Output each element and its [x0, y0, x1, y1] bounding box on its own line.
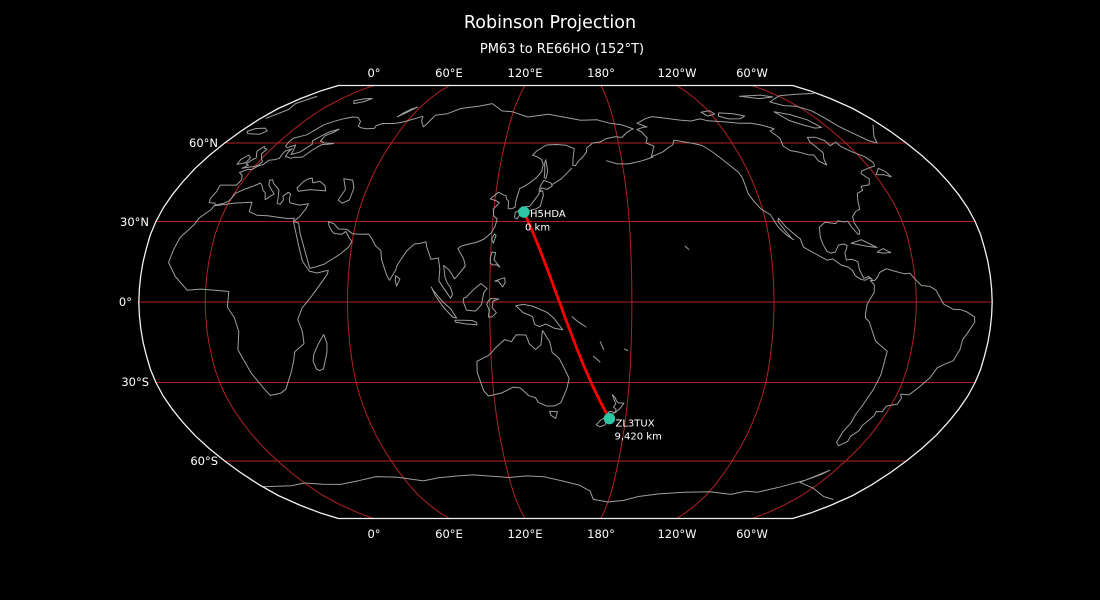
coastline-vanuatu [599, 341, 605, 350]
coastline-sri_lanka [394, 275, 401, 287]
coastline-solomons [571, 316, 587, 328]
coastline-svalbard [353, 98, 373, 105]
lat-label-30n: 30°N [120, 215, 149, 229]
marker-zl3tux [603, 412, 616, 425]
coastline-madagascar [312, 334, 328, 372]
graticule-layer [138, 85, 993, 519]
coastline-ireland [236, 154, 251, 165]
lon-label-top-0: 0° [367, 66, 380, 80]
marker-h5hda-distance: 0 km [525, 223, 550, 234]
lon-label-top-180: 180° [587, 66, 615, 80]
meridian--120 [676, 85, 775, 519]
coastline-britain [241, 146, 268, 169]
coastline-newfoundland [875, 167, 892, 178]
meridian-180 [600, 85, 633, 519]
coastline-aleutians [606, 156, 654, 165]
coastline-hawaii [684, 245, 690, 250]
coastline-java [454, 319, 478, 326]
coastline-japan [514, 179, 553, 220]
coastline-sumatra [430, 286, 458, 319]
coastline-ellesmere [739, 94, 774, 100]
marker-zl3tux-distance: 9,420 km [615, 432, 662, 443]
coastline-new_guinea [515, 303, 564, 331]
coastline-mindanao [494, 277, 506, 288]
coastline-black_sea [296, 177, 327, 192]
lon-label-bottom-60w: 60°W [736, 527, 768, 541]
coastline-luzon [489, 251, 501, 268]
coastline-africa [168, 201, 329, 396]
coastline-australia [476, 330, 570, 407]
lon-label-top-60e: 60°E [435, 66, 463, 80]
coastline-baffin [773, 111, 822, 129]
figure-subtitle: PM63 to RE66HO (152°T) [480, 42, 644, 57]
map-outline-layer [138, 84, 993, 520]
lat-label-60n: 60°N [189, 136, 218, 150]
lat-label-0: 0° [119, 295, 132, 309]
meridian-120 [489, 85, 526, 519]
coastline-fiji [624, 348, 629, 352]
marker-zl3tux-callsign: ZL3TUX [616, 419, 655, 430]
coastline-borneo [462, 283, 488, 312]
coastline-iceland [246, 127, 268, 135]
lon-label-bottom-120w: 120°W [657, 527, 696, 541]
lon-label-bottom-0: 0° [367, 527, 380, 541]
coastline-south_america [836, 268, 976, 447]
meridian--60 [751, 85, 917, 519]
marker-h5hda-callsign: H5HDA [530, 209, 566, 220]
lat-label-60s: 60°S [190, 454, 218, 468]
coastline-caspian_sea [337, 178, 355, 204]
coastline-hispaniola [876, 248, 892, 254]
coastline-novaya_zemlya [396, 106, 419, 118]
route-layer [522, 210, 611, 420]
coastline-cuba [850, 239, 878, 248]
lon-label-top-60w: 60°W [736, 66, 768, 80]
coastline-antarctica [262, 469, 834, 503]
coastline-taiwan [491, 233, 497, 244]
coastline-nz_north [611, 394, 625, 414]
marker-h5hda [518, 206, 530, 218]
coastline-victoria_island [717, 112, 746, 120]
coastline-new_caledonia [592, 355, 601, 363]
coastline-sakhalin [543, 159, 549, 179]
coastline-sulawesi [486, 298, 500, 318]
meridian-0 [204, 85, 375, 519]
coastline-tasmania [549, 410, 558, 419]
lat-label-30s: 30°S [121, 375, 149, 389]
lon-label-top-120e: 120°E [508, 66, 543, 80]
coastline-kurils [552, 167, 573, 185]
coastline-eurasia [208, 103, 634, 299]
lon-label-top-120w: 120°W [657, 66, 696, 80]
meridian-60 [346, 85, 450, 519]
coastline-layer [168, 93, 976, 503]
route-line [522, 210, 611, 420]
lon-label-bottom-180: 180° [587, 527, 615, 541]
coastline-north_america [636, 116, 875, 281]
lon-label-bottom-120e: 120°E [508, 527, 543, 541]
robinson-boundary [138, 84, 993, 520]
figure-title: Robinson Projection [464, 13, 636, 33]
coastline-greenland [265, 93, 878, 144]
coastline-banks_island [700, 110, 716, 117]
lon-label-bottom-60e: 60°E [435, 527, 463, 541]
